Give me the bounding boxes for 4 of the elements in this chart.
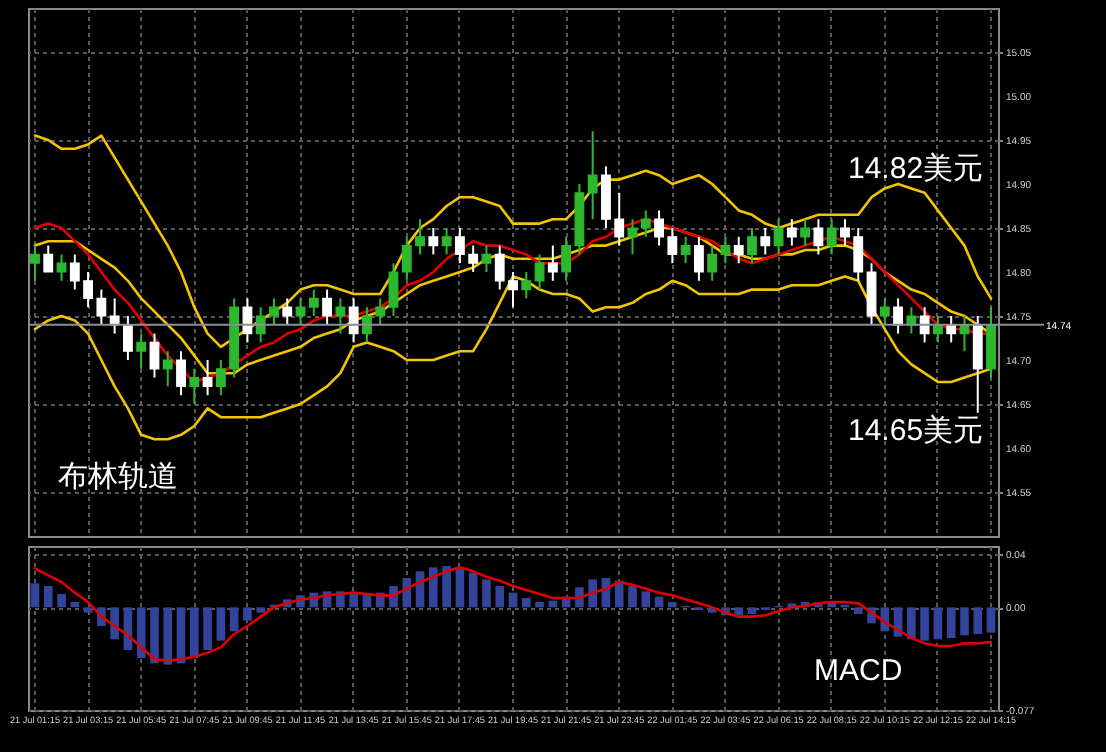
annotation: 14.65美元	[848, 414, 984, 448]
annotation: 14.82美元	[848, 152, 984, 186]
annotation: 布林轨道	[58, 460, 178, 494]
annotation: MACD	[814, 654, 903, 688]
